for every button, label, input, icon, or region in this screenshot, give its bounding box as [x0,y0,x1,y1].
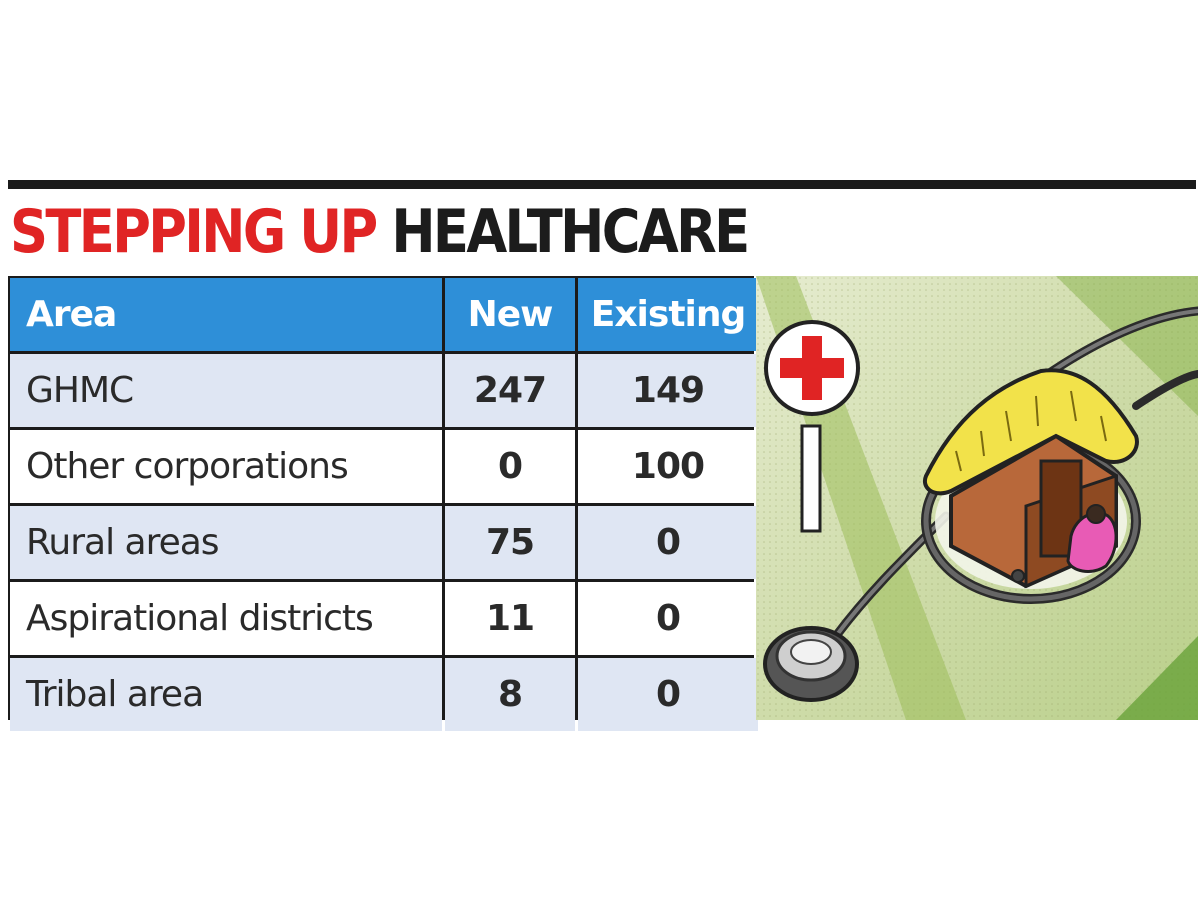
stethoscope-chestpiece [763,626,859,702]
row-area: Rural areas [10,506,442,579]
row-area: GHMC [10,354,442,427]
headline-part2: HEALTHCARE [391,197,750,267]
header-existing: Existing [578,278,758,351]
row-existing: 100 [578,430,758,503]
row-new: 11 [445,582,575,655]
red-cross-sign-icon [764,320,860,533]
row-area: Other corporations [10,430,442,503]
row-new: 0 [445,430,575,503]
row-existing: 149 [578,354,758,427]
row-existing: 0 [578,506,758,579]
row-existing: 0 [578,582,758,655]
row-area: Aspirational districts [10,582,442,655]
infographic: STEPPING UP HEALTHCARE Area New Existing… [8,180,1198,731]
row-area: Tribal area [10,658,442,731]
headline: STEPPING UP HEALTHCARE [10,194,750,267]
top-rule [8,180,1196,189]
row-new: 8 [445,658,575,731]
headline-part1: STEPPING UP [10,197,378,267]
person-icon [1066,504,1118,573]
row-new: 75 [445,506,575,579]
healthcare-illustration [756,276,1198,720]
row-existing: 0 [578,658,758,731]
header-new: New [445,278,575,351]
row-new: 247 [445,354,575,427]
stethoscope-tag [1011,569,1025,583]
header-area: Area [10,278,442,351]
data-table: Area New Existing GHMC 247 149 Other cor… [8,276,758,731]
